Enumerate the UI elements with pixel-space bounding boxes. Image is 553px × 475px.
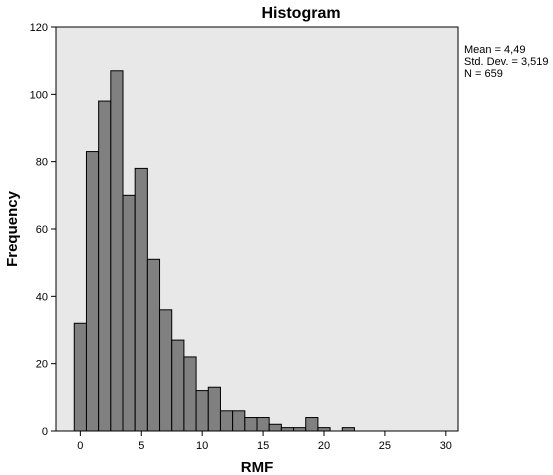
n-stat: N = 659 — [464, 68, 503, 80]
histogram-bar-14 — [244, 417, 258, 432]
histogram-bar-12 — [219, 410, 234, 432]
mean-stat: Mean = 4,49 — [464, 44, 526, 56]
y-tick-label: 0 — [42, 426, 48, 438]
histogram-bar-19 — [305, 417, 319, 432]
histogram-bar-15 — [256, 417, 270, 432]
histogram-bar-8 — [171, 339, 185, 432]
y-tick-label: 40 — [36, 291, 48, 303]
std-dev-stat: Std. Dev. = 3,519 — [464, 56, 549, 68]
histogram-bar-1 — [85, 151, 100, 432]
x-tick-label: 30 — [440, 440, 452, 452]
histogram-bar-18 — [293, 427, 307, 432]
histogram-bar-10 — [195, 390, 209, 432]
histogram-bar-0 — [73, 322, 87, 432]
histogram-bar-3 — [110, 70, 124, 432]
bars-group — [73, 70, 355, 432]
y-tick-label: 20 — [36, 359, 48, 371]
x-axis: 0 5 10 15 20 25 30 — [77, 431, 452, 452]
histogram-bar-7 — [159, 309, 173, 432]
statistics-box: Mean = 4,49 Std. Dev. = 3,519 N = 659 — [464, 44, 549, 80]
y-axis: 0 20 40 60 80 100 120 — [30, 22, 56, 438]
chart-title: Histogram — [261, 5, 340, 22]
histogram-bar-6 — [146, 258, 161, 432]
x-tick-label: 5 — [138, 440, 144, 452]
histogram-bar-9 — [183, 356, 197, 432]
x-axis-label: RMF — [241, 459, 274, 475]
y-axis-label: Frequency — [4, 190, 21, 267]
histogram-bar-21 — [341, 427, 355, 432]
x-tick-label: 0 — [77, 440, 83, 452]
histogram-bar-17 — [280, 427, 295, 432]
histogram-bar-11 — [207, 386, 221, 432]
histogram-bar-20 — [317, 427, 331, 432]
histogram-bar-4 — [122, 194, 136, 432]
y-tick-label: 120 — [30, 22, 48, 34]
x-tick-label: 25 — [379, 440, 391, 452]
y-tick-label: 100 — [30, 89, 48, 101]
histogram-bar-2 — [98, 100, 112, 432]
x-tick-label: 15 — [257, 440, 269, 452]
x-tick-label: 10 — [196, 440, 208, 452]
histogram-bar-13 — [232, 410, 246, 432]
y-tick-label: 80 — [36, 157, 48, 169]
x-tick-label: 20 — [318, 440, 330, 452]
histogram-bar-5 — [134, 167, 148, 432]
histogram-bar-16 — [268, 423, 282, 432]
y-tick-label: 60 — [36, 224, 48, 236]
